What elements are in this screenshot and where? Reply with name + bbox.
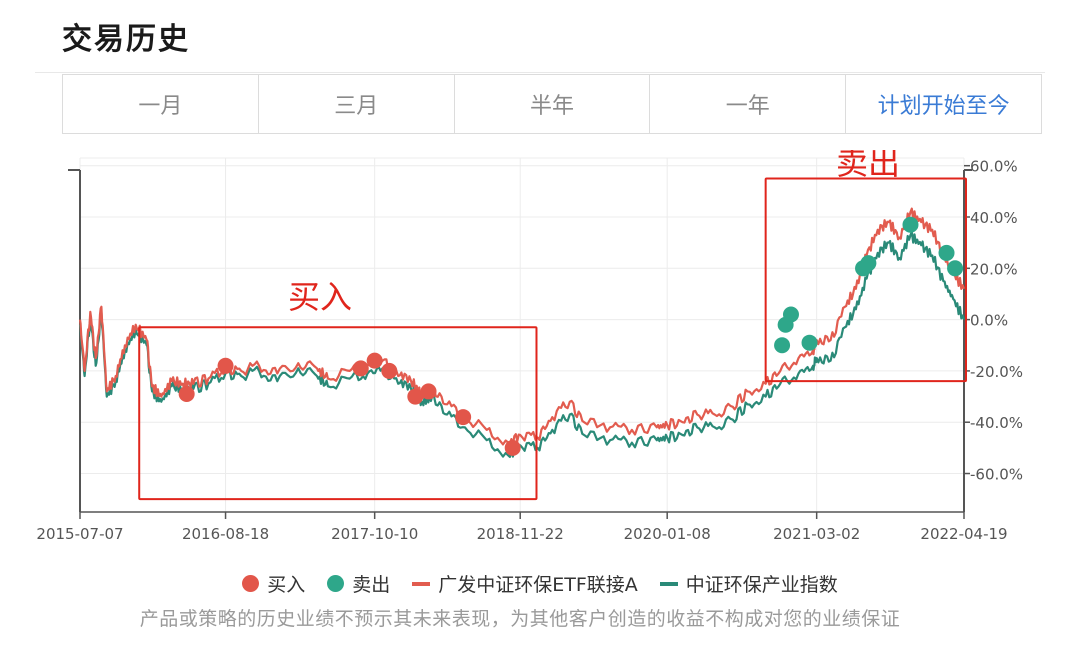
y-tick-label: 20.0% <box>970 260 1018 278</box>
sell-marker <box>860 255 877 272</box>
series-line-fund <box>78 207 966 446</box>
tab-one-year[interactable]: 一年 <box>650 75 847 133</box>
tab-one-month[interactable]: 一月 <box>63 75 259 133</box>
sell-marker <box>947 260 964 277</box>
sell-dot-icon <box>327 575 345 592</box>
legend-label-sell: 卖出 <box>352 574 391 596</box>
buy-highlight-box <box>138 326 538 501</box>
trade-history-chart: 60.0% 40.0% 20.0% 0.0% -20.0% -40.0% -60.0% 201… <box>36 150 1023 543</box>
buy-marker <box>381 362 398 379</box>
disclaimer-text: 产品或策略的历史业绩不预示其未来表现，为其他客户创造的收益不构成对您的业绩保证 <box>139 608 901 630</box>
index-line-icon <box>659 581 678 586</box>
sell-marker <box>782 306 799 323</box>
legend-item-sell[interactable]: 卖出 <box>327 570 390 597</box>
legend-item-index[interactable]: 中证环保产业指数 <box>659 570 838 597</box>
chart-legend: 买入 卖出 广发中证环保ETF联接A 中证环保产业指数 <box>0 570 1080 597</box>
buy-marker <box>352 360 369 377</box>
buy-marker <box>217 357 234 374</box>
buy-marker <box>504 439 521 456</box>
period-tabs: 一月 三月 半年 一年 计划开始至今 <box>62 74 1042 134</box>
sell-marker <box>801 334 818 351</box>
y-tick-label: -40.0% <box>970 414 1023 432</box>
buy-marker <box>407 388 424 405</box>
y-tick-label: -60.0% <box>970 466 1023 484</box>
y-tick-label: -20.0% <box>970 363 1023 381</box>
x-tick-label: 2018-11-22 <box>477 525 564 543</box>
tab-three-months[interactable]: 三月 <box>259 75 455 133</box>
tab-half-year[interactable]: 半年 <box>455 75 651 133</box>
sell-marker <box>774 337 791 354</box>
legend-label-index: 中证环保产业指数 <box>685 574 838 596</box>
x-tick-label: 2021-03-02 <box>773 525 860 543</box>
buy-marker <box>178 386 195 402</box>
fund-line-icon <box>412 581 431 586</box>
sell-annotation-label: 卖出 <box>836 150 900 182</box>
y-tick-label: 0.0% <box>970 312 1008 330</box>
series-line-index <box>78 230 966 458</box>
x-tick-label: 2017-10-10 <box>331 525 418 543</box>
x-tick-label: 2016-08-18 <box>182 525 269 543</box>
sell-highlight-box <box>764 177 968 383</box>
legend-item-buy[interactable]: 买入 <box>242 570 305 597</box>
buy-marker <box>366 352 383 369</box>
x-tick-label: 2022-04-19 <box>920 525 1007 543</box>
y-tick-label: 60.0% <box>970 158 1018 176</box>
legend-item-fund[interactable]: 广发中证环保ETF联接A <box>412 570 638 597</box>
page-title: 交易历史 <box>62 22 190 57</box>
y-tick-label: 40.0% <box>970 209 1018 227</box>
tab-since-start[interactable]: 计划开始至今 <box>877 94 1010 119</box>
title-divider <box>35 72 1045 73</box>
legend-label-buy: 买入 <box>267 574 306 596</box>
buy-dot-icon <box>242 575 260 592</box>
sell-marker <box>902 216 919 233</box>
x-tick-label: 2020-01-08 <box>624 525 711 543</box>
buy-annotation-label: 买入 <box>288 278 352 316</box>
sell-marker <box>938 244 955 261</box>
x-tick-label: 2015-07-07 <box>36 525 123 543</box>
buy-marker <box>420 383 437 400</box>
buy-marker <box>455 409 472 426</box>
legend-label-fund: 广发中证环保ETF联接A <box>438 574 638 596</box>
